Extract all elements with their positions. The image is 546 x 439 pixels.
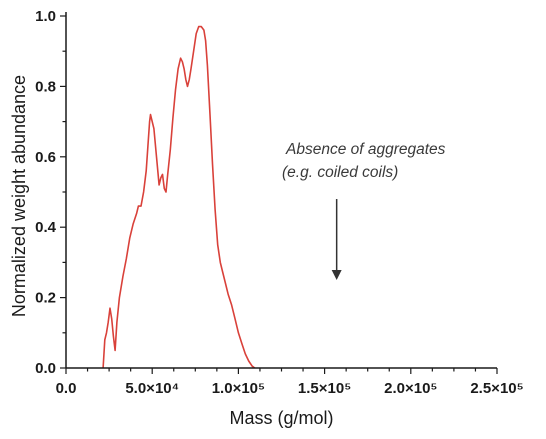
axes: 0.0 5.0×10⁴ 1.0×10⁵ 1.5×10⁵ 2.0×10⁵ 2.5×10⁵ 0… [35,8,524,397]
arrow-down-icon [331,270,342,280]
y-axis-label: Normalized weight abundance [9,75,29,317]
y-tick-label: 0.2 [35,290,56,307]
x-tick-label: 1.5×10⁵ [298,380,351,397]
annotation: Absence of aggregates (e.g. coiled coils… [282,141,446,280]
x-axis-label: Mass (g/mol) [229,408,333,428]
y-tick-label: 1.0 [35,8,56,25]
x-tick-label: 0.0 [56,380,77,397]
y-axis-ticks: 0.0 0.2 0.4 0.6 0.8 1.0 [35,8,66,377]
series-line [102,25,256,369]
y-tick-label: 0.6 [35,149,56,166]
x-tick-label: 2.5×10⁵ [470,380,523,397]
plot-area [102,25,256,369]
y-tick-label: 0.8 [35,78,56,95]
x-tick-label: 2.0×10⁵ [384,380,437,397]
x-tick-label: 5.0×10⁴ [125,380,179,397]
y-tick-label: 0.0 [35,360,56,377]
annotation-line-1: Absence of aggregates [285,141,446,158]
annotation-line-2: (e.g. coiled coils) [282,164,398,181]
x-axis-ticks: 0.0 5.0×10⁴ 1.0×10⁵ 1.5×10⁵ 2.0×10⁵ 2.5×10⁵ [56,368,524,397]
x-tick-label: 1.0×10⁵ [212,380,265,397]
y-tick-label: 0.4 [35,219,57,236]
